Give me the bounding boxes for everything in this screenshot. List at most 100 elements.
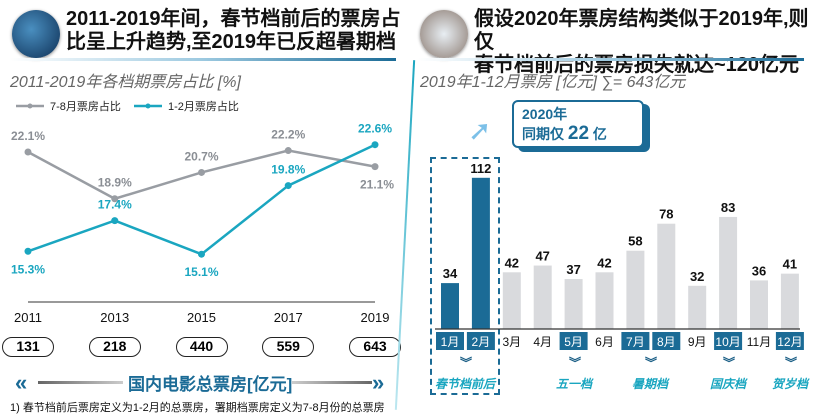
data-point <box>24 148 32 156</box>
month-tag <box>621 332 650 350</box>
callout-unit: 亿 <box>592 126 607 142</box>
left-title-line1: 2011-2019年间，春节档前后的票房占 <box>66 8 401 30</box>
right-title: 假设2020年票房结构类似于2019年,则仅 春节档前后的票房损失就达~120亿元 <box>474 8 814 77</box>
month-label: 11月 <box>747 335 771 349</box>
chevron-left-icon: « <box>15 370 28 395</box>
month-label: 2月 <box>472 335 491 349</box>
data-label: 21.1% <box>360 178 394 192</box>
bar <box>688 285 707 329</box>
legend-marker <box>27 103 33 109</box>
bar <box>719 216 738 329</box>
bar-chart: 34 1月 112 2月 42 3月 47 4月 37 5月 42 6月 58 7月 78 8月 32 9月 83 1… <box>435 161 804 350</box>
month-label: 10月 <box>715 335 740 349</box>
footnote: 1) 春节档前后票房定义为1-2月的总票房，署期档票房定义为7-8月份的总票房 <box>10 402 385 414</box>
chevron-down-icon: ︾ <box>723 356 736 370</box>
data-label: 22.2% <box>271 128 305 142</box>
data-label: 18.9% <box>98 176 132 190</box>
data-point <box>198 168 205 176</box>
month-label: 12月 <box>777 335 802 349</box>
legend-label: 7-8月票房占比 <box>50 99 121 113</box>
x-tick-label: 2013 <box>100 310 129 322</box>
bar-value-label: 78 <box>659 207 673 222</box>
season-label: 暑期档 <box>631 377 668 391</box>
bar <box>533 265 552 329</box>
bar <box>502 272 521 329</box>
month-tag <box>436 332 464 350</box>
x-tick-label: 2011 <box>14 310 42 322</box>
data-label: 17.4% <box>98 198 132 212</box>
callout-prefix: 同期仅 <box>522 126 564 142</box>
bar-value-label: 34 <box>443 266 458 281</box>
left-title: 2011-2019年间，春节档前后的票房占 比呈上升趋势,至2019年已反超暑期档 <box>66 8 401 54</box>
data-label: 15.1% <box>184 265 218 279</box>
right-title-line1: 假设2020年票房结构类似于2019年,则仅 <box>474 8 809 53</box>
callout-year: 2020年 <box>522 106 568 122</box>
season-label: 国庆档 <box>709 377 746 391</box>
bar <box>626 250 645 329</box>
bar-value-label: 58 <box>628 234 642 249</box>
data-label: 19.8% <box>271 163 305 177</box>
globe-icon <box>12 10 60 58</box>
data-point <box>198 250 205 258</box>
data-point <box>284 182 292 190</box>
data-point <box>111 217 119 225</box>
chevron-right-icon: » <box>372 370 385 395</box>
x-tick-label: 2019 <box>361 310 390 322</box>
data-point <box>284 147 292 155</box>
x-tick-label: 2017 <box>274 310 303 322</box>
month-label: 9月 <box>688 335 707 349</box>
data-point <box>371 141 379 149</box>
bar <box>564 279 583 329</box>
bar <box>780 273 799 329</box>
data-label: 15.3% <box>11 262 45 276</box>
legend-label: 1-2月票房占比 <box>168 99 239 113</box>
bar-value-label: 83 <box>721 200 735 215</box>
x-tick-label: 2015 <box>187 310 216 322</box>
bar-value-label: 41 <box>783 257 797 272</box>
box-office-pill: 643 <box>349 337 401 357</box>
arrow-line-right <box>292 381 372 384</box>
tablet-photo-icon <box>420 10 468 58</box>
month-tag <box>466 332 495 350</box>
box-office-pill: 559 <box>262 337 315 357</box>
left-title-line2: 比呈上升趋势,至2019年已反超暑期档 <box>66 31 397 53</box>
bar <box>441 283 459 329</box>
bar-value-label: 42 <box>597 255 611 270</box>
chevron-down-icon: ︾ <box>460 356 473 370</box>
bar <box>750 280 768 329</box>
data-label: 20.7% <box>184 149 218 163</box>
data-point <box>371 163 379 171</box>
month-label: 5月 <box>564 335 583 349</box>
bar-value-label: 112 <box>470 161 491 176</box>
month-label: 8月 <box>657 335 676 349</box>
chevron-down-icon: ︾ <box>785 356 798 370</box>
arrow-line-left <box>38 381 123 384</box>
box-office-label: 国内电影总票房[亿元] <box>128 375 293 394</box>
month-tag <box>714 332 743 350</box>
chevron-down-icon: ︾ <box>645 356 658 370</box>
bar-value-label: 37 <box>566 262 580 277</box>
callout-value: 22 <box>567 123 590 144</box>
right-subtitle: 2019年1-12月票房 [亿元] ∑= 643亿元 <box>420 74 686 91</box>
box-office-pill: 218 <box>88 337 141 357</box>
box-office-pill: 131 <box>2 337 54 357</box>
data-point <box>24 247 32 255</box>
bar <box>657 223 676 329</box>
month-tag <box>559 332 588 350</box>
month-label: 6月 <box>595 335 614 349</box>
season-label: 春节档前后 <box>434 377 495 391</box>
month-tag <box>652 332 681 350</box>
data-label: 22.1% <box>11 129 45 143</box>
month-label: 7月 <box>626 335 645 349</box>
bar-value-label: 42 <box>505 255 519 270</box>
left-subtitle: 2011-2019年各档期票房占比 [%] <box>10 74 241 91</box>
bar-value-label: 36 <box>752 263 766 278</box>
divider <box>418 58 804 61</box>
box-office-pill: 440 <box>175 337 228 357</box>
month-tag <box>775 332 804 350</box>
chevron-down-icon: ︾ <box>569 356 582 370</box>
season-label: 贺岁档 <box>771 377 808 391</box>
data-point <box>111 195 119 203</box>
month-label: 1月 <box>441 335 460 349</box>
data-label: 22.6% <box>358 122 392 136</box>
